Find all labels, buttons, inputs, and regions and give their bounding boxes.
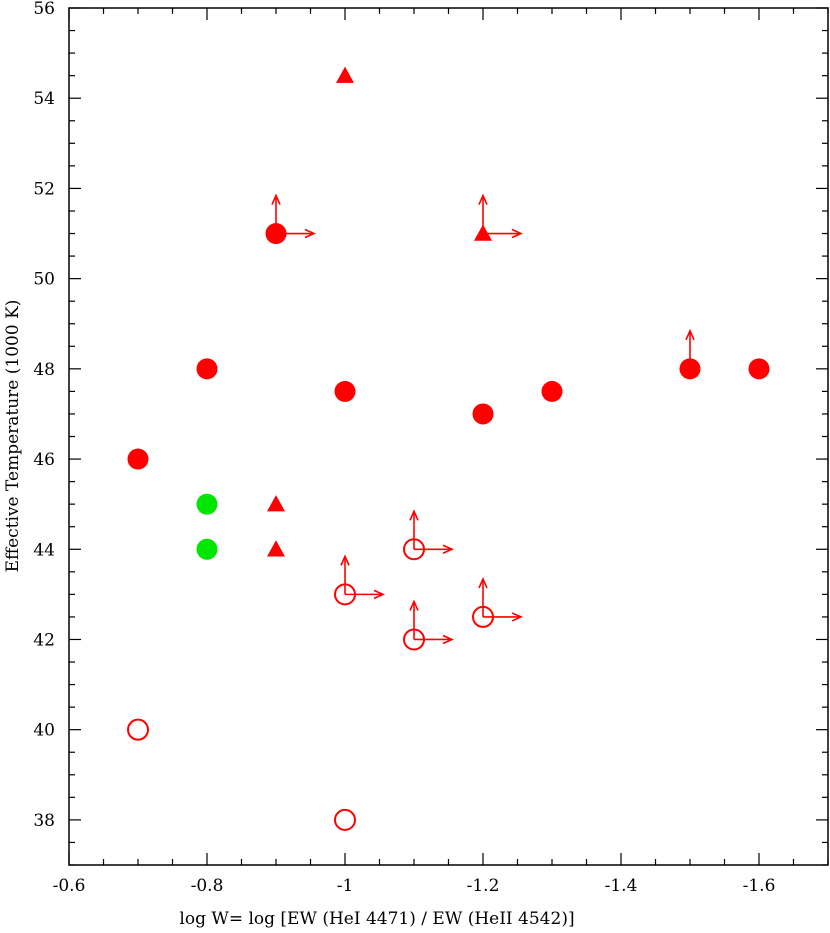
data-point-filled-circle bbox=[127, 448, 149, 470]
arrow-head bbox=[271, 193, 281, 205]
point-marker bbox=[196, 493, 218, 515]
x-tick-label: -0.6 bbox=[53, 876, 86, 896]
data-point-filled-circle bbox=[472, 403, 494, 425]
arrow-head bbox=[511, 612, 523, 622]
data-point-triangle bbox=[474, 193, 523, 241]
x-tick-label: -1.2 bbox=[467, 876, 500, 896]
point-marker bbox=[267, 540, 285, 557]
point-marker bbox=[127, 718, 149, 741]
data-points bbox=[127, 66, 770, 831]
x-tick-label: -1.4 bbox=[605, 876, 638, 896]
y-tick-label: 38 bbox=[33, 811, 55, 831]
y-tick-label: 40 bbox=[33, 721, 55, 741]
data-point-filled-circle bbox=[679, 328, 701, 380]
point-marker bbox=[336, 66, 354, 83]
data-point-open-circle bbox=[127, 718, 149, 741]
point-marker bbox=[127, 448, 149, 470]
arrow-head bbox=[478, 576, 488, 589]
x-tick-label: -0.8 bbox=[191, 876, 224, 896]
x-tick-label: -1.6 bbox=[743, 876, 776, 896]
data-point-open-circle bbox=[403, 599, 454, 651]
data-point-filled-circle bbox=[196, 493, 218, 515]
y-tick-label: 52 bbox=[33, 179, 55, 199]
data-point-filled-circle bbox=[265, 193, 316, 245]
x-tick-labels: -0.6 -0.8 -1 -1.2 -1.4 -1.6 bbox=[53, 876, 776, 896]
arrow-head bbox=[409, 599, 419, 611]
arrow-head bbox=[409, 509, 419, 521]
y-tick-label: 48 bbox=[33, 360, 55, 380]
data-point-triangle bbox=[267, 540, 285, 557]
data-point-filled-circle bbox=[748, 358, 770, 380]
arrow-head bbox=[685, 328, 695, 341]
data-point-open-circle bbox=[403, 509, 454, 561]
data-point-triangle bbox=[267, 495, 285, 512]
data-point-filled-circle bbox=[196, 358, 218, 380]
arrow-head bbox=[304, 228, 316, 239]
data-point-open-circle bbox=[334, 554, 385, 606]
point-marker bbox=[748, 358, 770, 380]
point-marker bbox=[541, 380, 563, 402]
data-point-open-circle bbox=[334, 808, 356, 831]
y-tick-label: 46 bbox=[33, 450, 55, 470]
point-marker bbox=[334, 380, 356, 402]
x-axis-label: log W= log [EW (HeI 4471) / EW (HeII 454… bbox=[179, 909, 574, 929]
y-tick-labels: 38 40 42 44 46 48 50 52 54 56 bbox=[33, 0, 55, 831]
data-point-open-circle bbox=[472, 576, 523, 628]
data-point-filled-circle bbox=[196, 538, 218, 560]
arrow-head bbox=[442, 634, 454, 645]
x-tick-label: -1 bbox=[337, 876, 354, 896]
data-point-filled-circle bbox=[334, 380, 356, 402]
data-point-filled-circle bbox=[541, 380, 563, 402]
y-tick-label: 56 bbox=[33, 0, 55, 19]
data-point-triangle bbox=[336, 66, 354, 83]
y-tick-label: 44 bbox=[33, 540, 55, 560]
y-tick-label: 50 bbox=[33, 270, 55, 290]
arrow-head bbox=[511, 228, 523, 239]
point-marker bbox=[196, 358, 218, 380]
arrow-head bbox=[478, 193, 488, 205]
point-marker bbox=[267, 495, 285, 512]
y-tick-label: 42 bbox=[33, 630, 55, 650]
point-marker bbox=[334, 808, 356, 831]
arrow-head bbox=[340, 554, 350, 566]
point-marker bbox=[196, 538, 218, 560]
arrow-head bbox=[442, 544, 454, 554]
point-marker bbox=[472, 403, 494, 425]
y-axis-label: Effective Temperature (1000 K) bbox=[3, 300, 23, 573]
axis-ticks bbox=[68, 7, 829, 866]
plot-frame bbox=[68, 7, 829, 866]
arrow-head bbox=[373, 589, 385, 600]
y-tick-label: 54 bbox=[33, 89, 55, 109]
